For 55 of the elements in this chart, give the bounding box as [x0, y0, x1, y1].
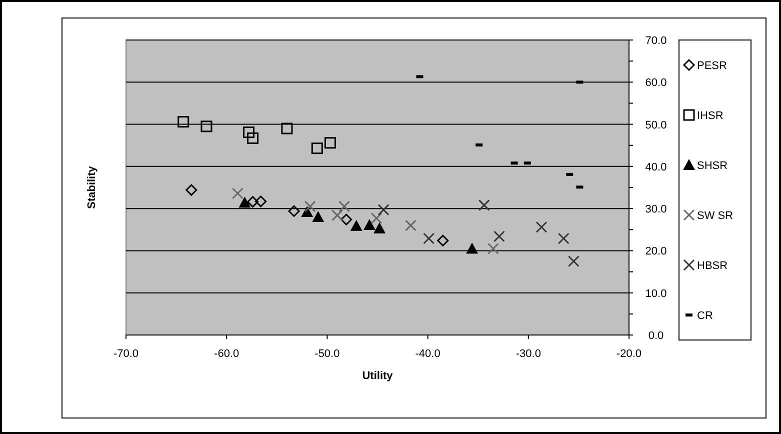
point	[338, 200, 350, 212]
point	[247, 196, 259, 208]
legend-label: SW SR	[697, 210, 734, 222]
y-tick-label: 10.0	[645, 288, 667, 300]
x-tick-label: -30.0	[516, 348, 541, 360]
point	[324, 137, 336, 149]
y-tick-label: 50.0	[645, 119, 667, 132]
point	[200, 120, 212, 132]
point	[466, 242, 478, 254]
y-tick-label: 30.0	[645, 204, 667, 216]
point	[437, 234, 449, 246]
x-tick-label: -50.0	[314, 348, 340, 360]
y-tick-label: 20.0	[645, 246, 667, 258]
point	[536, 221, 548, 233]
y-axis-title: Stability	[86, 165, 98, 209]
point	[558, 232, 570, 244]
x-tick-label: -60.0	[214, 348, 240, 360]
point	[363, 219, 376, 230]
x-tick-label: -70.0	[113, 348, 139, 360]
y-tick-label: 60.0	[645, 77, 667, 90]
point	[178, 116, 190, 128]
x-axis-title: Utility	[362, 370, 394, 382]
point	[404, 220, 416, 232]
point	[312, 211, 324, 222]
point	[242, 126, 254, 138]
point	[568, 256, 580, 267]
y-tick-label: 70.0	[645, 35, 667, 47]
point	[281, 122, 293, 134]
point	[340, 214, 352, 226]
y-tick-label: 40.0	[645, 161, 667, 174]
point	[186, 184, 198, 196]
point	[374, 222, 386, 234]
legend-label: IHSR	[697, 110, 724, 122]
x-tick-label: -20.0	[616, 348, 642, 360]
point	[311, 142, 323, 154]
point	[232, 188, 244, 200]
point	[493, 230, 505, 242]
point	[255, 196, 267, 208]
point	[288, 205, 300, 217]
point	[247, 132, 259, 144]
point	[350, 220, 362, 231]
y-tick-label: 0.0	[648, 330, 664, 342]
point	[332, 210, 344, 222]
point	[238, 196, 251, 208]
legend-label: SHSR	[697, 160, 728, 172]
point	[423, 232, 435, 244]
legend-label: HBSR	[697, 260, 728, 272]
point	[370, 212, 382, 224]
point	[304, 200, 316, 212]
point	[478, 199, 490, 211]
point	[378, 204, 390, 216]
legend-label: CR	[697, 310, 713, 322]
point	[487, 242, 499, 254]
x-tick-label: -40.0	[415, 348, 440, 360]
legend-label: PESR	[697, 60, 728, 72]
